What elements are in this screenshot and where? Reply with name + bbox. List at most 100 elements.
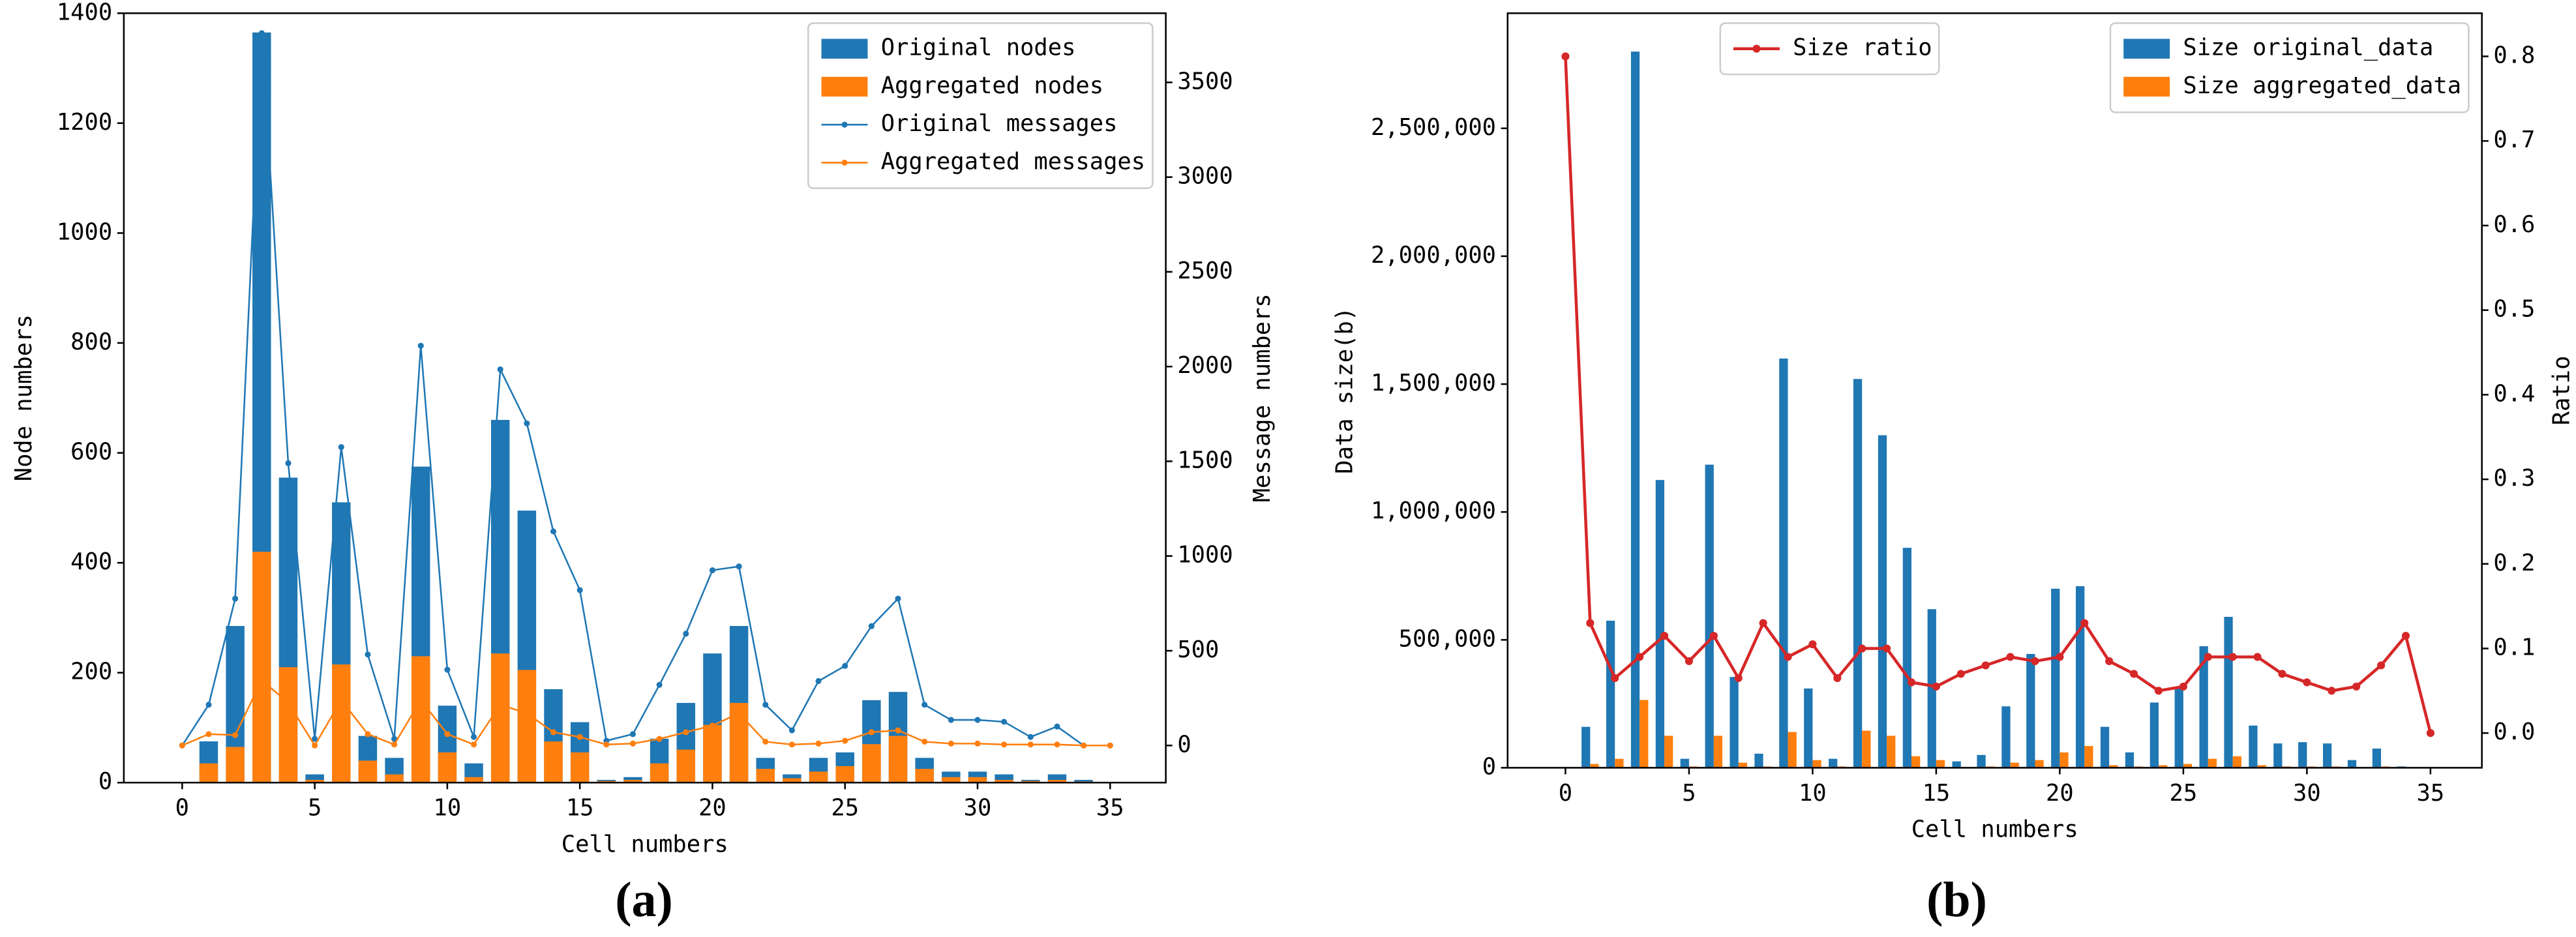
marker	[656, 681, 663, 688]
bar	[2347, 760, 2357, 768]
bar	[2224, 617, 2233, 768]
marker	[788, 741, 795, 748]
y2-tick-label: 0.2	[2493, 550, 2535, 576]
bar	[968, 777, 987, 783]
bar	[305, 780, 324, 783]
marker	[1685, 657, 1694, 666]
plot-frame	[123, 12, 1167, 784]
marker	[1660, 631, 1669, 640]
y2-tick-label: 3000	[1177, 163, 1233, 190]
bar	[1911, 756, 1921, 768]
y2-tick-label: 0.7	[2493, 126, 2535, 153]
marker	[895, 727, 901, 734]
marker	[2006, 653, 2014, 661]
bar	[1705, 464, 1714, 768]
caption: (a)	[615, 872, 673, 927]
x-tick-label: 5	[308, 795, 322, 822]
legend-label: Size original_data	[2183, 35, 2433, 61]
marker	[762, 702, 769, 708]
marker	[2253, 653, 2262, 661]
bar	[2010, 762, 2019, 768]
legend-box	[2109, 22, 2470, 113]
marker	[788, 727, 795, 734]
marker	[1709, 631, 1718, 640]
marker	[524, 710, 530, 717]
bar	[2174, 688, 2183, 768]
bar	[1713, 736, 1723, 768]
bar	[1581, 726, 1591, 768]
bar	[490, 653, 510, 783]
bar	[464, 777, 483, 783]
marker	[948, 740, 954, 747]
marker	[868, 623, 875, 629]
marker	[1027, 741, 1034, 748]
bar	[2273, 743, 2283, 768]
marker	[470, 734, 477, 740]
x-tick-label: 10	[1799, 780, 1827, 807]
legend-label: Original messages	[881, 110, 1118, 137]
y-axis-label: Data size(b)	[1332, 307, 1358, 474]
marker	[895, 595, 901, 602]
marker	[285, 460, 292, 466]
marker	[444, 666, 451, 673]
y-tick-label: 200	[70, 659, 112, 685]
line	[181, 679, 1111, 747]
bar	[623, 777, 642, 783]
marker	[1611, 674, 1619, 683]
marker	[868, 729, 875, 736]
legend-label: Original nodes	[881, 35, 1076, 61]
caption: (b)	[1926, 872, 1987, 927]
bar	[1936, 760, 1945, 768]
bar	[1829, 758, 1838, 768]
bar	[1655, 480, 1665, 768]
marker	[656, 736, 663, 742]
bar	[226, 747, 245, 783]
y2-tick-label: 3500	[1177, 68, 1233, 95]
bar	[358, 760, 378, 783]
plot-frame	[1506, 12, 2483, 769]
y-tick-label: 0	[1482, 753, 1496, 780]
marker	[921, 702, 928, 708]
x-tick-label: 25	[2170, 780, 2198, 807]
marker	[258, 30, 265, 37]
marker	[2130, 670, 2138, 678]
bar	[544, 741, 563, 783]
bar	[1977, 754, 1986, 768]
y2-axis-label: Ratio	[2549, 356, 2575, 426]
marker	[417, 696, 424, 704]
marker	[2204, 653, 2212, 661]
marker	[2056, 653, 2064, 661]
legend-box	[1719, 22, 1940, 76]
bar	[2001, 706, 2011, 768]
bar	[2076, 586, 2085, 768]
legend-label: Aggregated messages	[881, 148, 1145, 175]
marker	[1883, 644, 1891, 653]
marker	[2328, 687, 2336, 695]
bar	[2100, 726, 2110, 768]
legend-swatch	[821, 76, 868, 97]
bar	[1606, 620, 1615, 768]
marker	[205, 702, 212, 708]
marker	[709, 722, 715, 729]
bar	[2158, 765, 2168, 768]
bar	[2059, 752, 2069, 768]
marker	[1001, 741, 1008, 748]
marker	[2105, 657, 2114, 666]
bar	[995, 780, 1013, 783]
legend-swatch	[821, 38, 868, 59]
bar	[1887, 736, 1896, 768]
marker	[1808, 640, 1817, 649]
bar	[2035, 760, 2044, 768]
marker	[312, 736, 318, 742]
bar	[199, 763, 218, 783]
bar	[1902, 548, 1912, 768]
marker	[417, 342, 424, 349]
marker	[365, 731, 371, 737]
legend-marker	[841, 159, 848, 166]
bar	[942, 777, 961, 783]
y-axis-label: Node numbers	[10, 314, 37, 481]
marker	[629, 740, 637, 747]
bar	[1804, 688, 1813, 768]
bar	[703, 724, 722, 783]
